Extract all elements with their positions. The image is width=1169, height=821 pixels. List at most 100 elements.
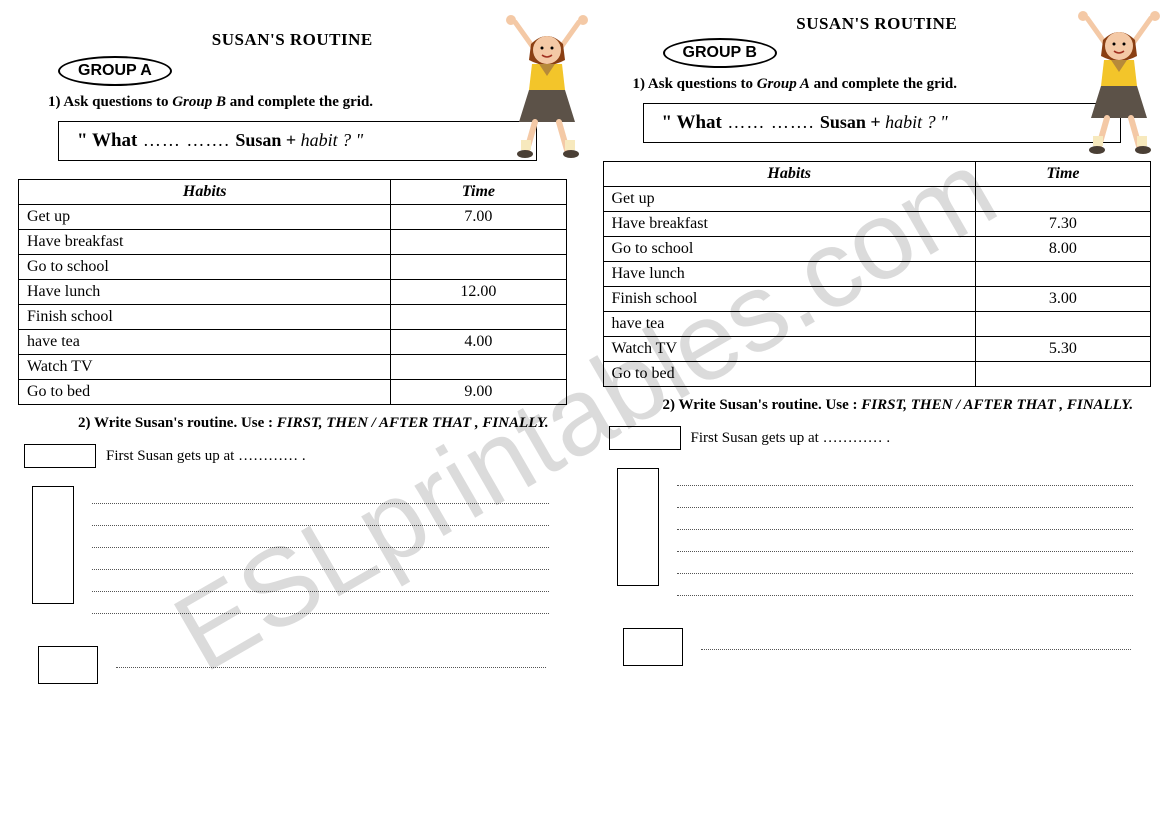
habit-cell: Have breakfast <box>603 212 975 237</box>
table-row: Go to bed <box>603 362 1151 387</box>
habit-cell: have tea <box>603 312 975 337</box>
time-cell: 7.30 <box>975 212 1150 237</box>
table-row: Go to school <box>19 255 567 280</box>
th-time-a: Time <box>391 180 566 205</box>
then-block-b <box>617 468 1152 600</box>
prompt-box-a: " What …… ……. Susan + habit ? " <box>58 121 537 161</box>
q1b-prefix: 1) Ask questions to <box>633 76 757 92</box>
writing-area-b: First Susan gets up at ………… . <box>603 426 1152 666</box>
time-cell <box>975 187 1150 212</box>
prompt-habit-b: habit ? " <box>885 112 948 132</box>
habit-cell: Get up <box>603 187 975 212</box>
time-cell <box>391 355 566 380</box>
q1b-target: Group A <box>757 76 810 92</box>
time-cell: 7.00 <box>391 205 566 230</box>
dotted-line <box>92 574 549 592</box>
first-box-b <box>609 426 681 450</box>
first-line-b: First Susan gets up at ………… . <box>609 426 1152 450</box>
group-b-panel: SUSAN'S ROUTINE GROUP B 1) Ask questions… <box>585 0 1169 821</box>
dotted-line <box>92 530 549 548</box>
q2a-prefix: 2) Write Susan's routine. Use : <box>78 415 277 431</box>
dotted-lines-b <box>677 468 1152 600</box>
habit-cell: have tea <box>19 330 391 355</box>
table-row: Watch TV5.30 <box>603 337 1151 362</box>
q1b-suffix: and complete the grid. <box>810 76 957 92</box>
habits-table-a: Habits Time Get up7.00 Have breakfast Go… <box>18 179 567 405</box>
table-row: Have breakfast7.30 <box>603 212 1151 237</box>
dotted-line <box>677 512 1134 530</box>
table-row: Finish school3.00 <box>603 287 1151 312</box>
prompt-what-a: " What <box>77 130 137 151</box>
habit-cell: Have lunch <box>603 262 975 287</box>
time-cell <box>975 262 1150 287</box>
time-cell <box>391 230 566 255</box>
habit-cell: Finish school <box>19 305 391 330</box>
first-line-a: First Susan gets up at ………… . <box>24 444 567 468</box>
time-cell: 9.00 <box>391 380 566 405</box>
time-cell: 3.00 <box>975 287 1150 312</box>
dotted-line <box>92 508 549 526</box>
table-row: Go to school8.00 <box>603 237 1151 262</box>
then-box-b <box>617 468 659 586</box>
then-block-a <box>32 486 567 618</box>
first-box-a <box>24 444 96 468</box>
prompt-dots-b: …… ……. <box>722 112 820 132</box>
th-habits-a: Habits <box>19 180 391 205</box>
habit-cell: Finish school <box>603 287 975 312</box>
time-cell: 12.00 <box>391 280 566 305</box>
dotted-line <box>677 490 1134 508</box>
time-cell: 4.00 <box>391 330 566 355</box>
prompt-susan-a: Susan + <box>235 130 300 150</box>
title-a: SUSAN'S ROUTINE <box>18 30 567 50</box>
table-row: have tea4.00 <box>19 330 567 355</box>
then-box-a <box>32 486 74 604</box>
q2a-seq: FIRST, THEN / AFTER THAT , FINALLY. <box>277 415 549 431</box>
dotted-line <box>677 556 1134 574</box>
th-time-b: Time <box>975 162 1150 187</box>
time-cell <box>391 255 566 280</box>
habit-cell: Go to bed <box>19 380 391 405</box>
writing-area-a: First Susan gets up at ………… . <box>18 444 567 684</box>
dotted-line <box>677 468 1134 486</box>
dotted-line <box>92 486 549 504</box>
table-row: Finish school <box>19 305 567 330</box>
dotted-line <box>677 578 1134 596</box>
table-header-row: Habits Time <box>19 180 567 205</box>
habit-cell: Go to school <box>603 237 975 262</box>
table-row: have tea <box>603 312 1151 337</box>
finally-box-a <box>38 646 98 684</box>
finally-box-b <box>623 628 683 666</box>
time-cell <box>391 305 566 330</box>
time-cell <box>975 312 1150 337</box>
table-row: Have breakfast <box>19 230 567 255</box>
group-b-badge: GROUP B <box>663 38 777 68</box>
dotted-line <box>677 534 1134 552</box>
q1a-suffix: and complete the grid. <box>226 94 373 110</box>
table-row: Go to bed9.00 <box>19 380 567 405</box>
q1a-target: Group B <box>172 94 226 110</box>
prompt-what-b: " What <box>662 112 722 133</box>
question-2-a: 2) Write Susan's routine. Use : FIRST, T… <box>78 415 567 432</box>
habit-cell: Watch TV <box>19 355 391 380</box>
dotted-line <box>701 632 1131 650</box>
table-row: Get up7.00 <box>19 205 567 230</box>
table-row: Have lunch12.00 <box>19 280 567 305</box>
worksheet-page: SUSAN'S ROUTINE GROUP A 1) Ask questions… <box>0 0 1169 821</box>
starter-b: First Susan gets up at ………… . <box>691 430 891 447</box>
prompt-habit-a: habit ? " <box>301 130 364 150</box>
habit-cell: Watch TV <box>603 337 975 362</box>
time-cell: 8.00 <box>975 237 1150 262</box>
prompt-susan-b: Susan + <box>820 112 885 132</box>
prompt-dots-a: …… ……. <box>137 130 235 150</box>
girl-clipart-a <box>487 10 607 165</box>
question-2-b: 2) Write Susan's routine. Use : FIRST, T… <box>663 397 1152 414</box>
habits-table-b: Habits Time Get up Have breakfast7.30 Go… <box>603 161 1152 387</box>
habit-cell: Have breakfast <box>19 230 391 255</box>
dotted-line <box>92 552 549 570</box>
prompt-box-b: " What …… ……. Susan + habit ? " <box>643 103 1122 143</box>
q2b-seq: FIRST, THEN / AFTER THAT , FINALLY. <box>861 397 1133 413</box>
dotted-line <box>92 596 549 614</box>
group-a-panel: SUSAN'S ROUTINE GROUP A 1) Ask questions… <box>0 0 585 821</box>
time-cell <box>975 362 1150 387</box>
habit-cell: Get up <box>19 205 391 230</box>
